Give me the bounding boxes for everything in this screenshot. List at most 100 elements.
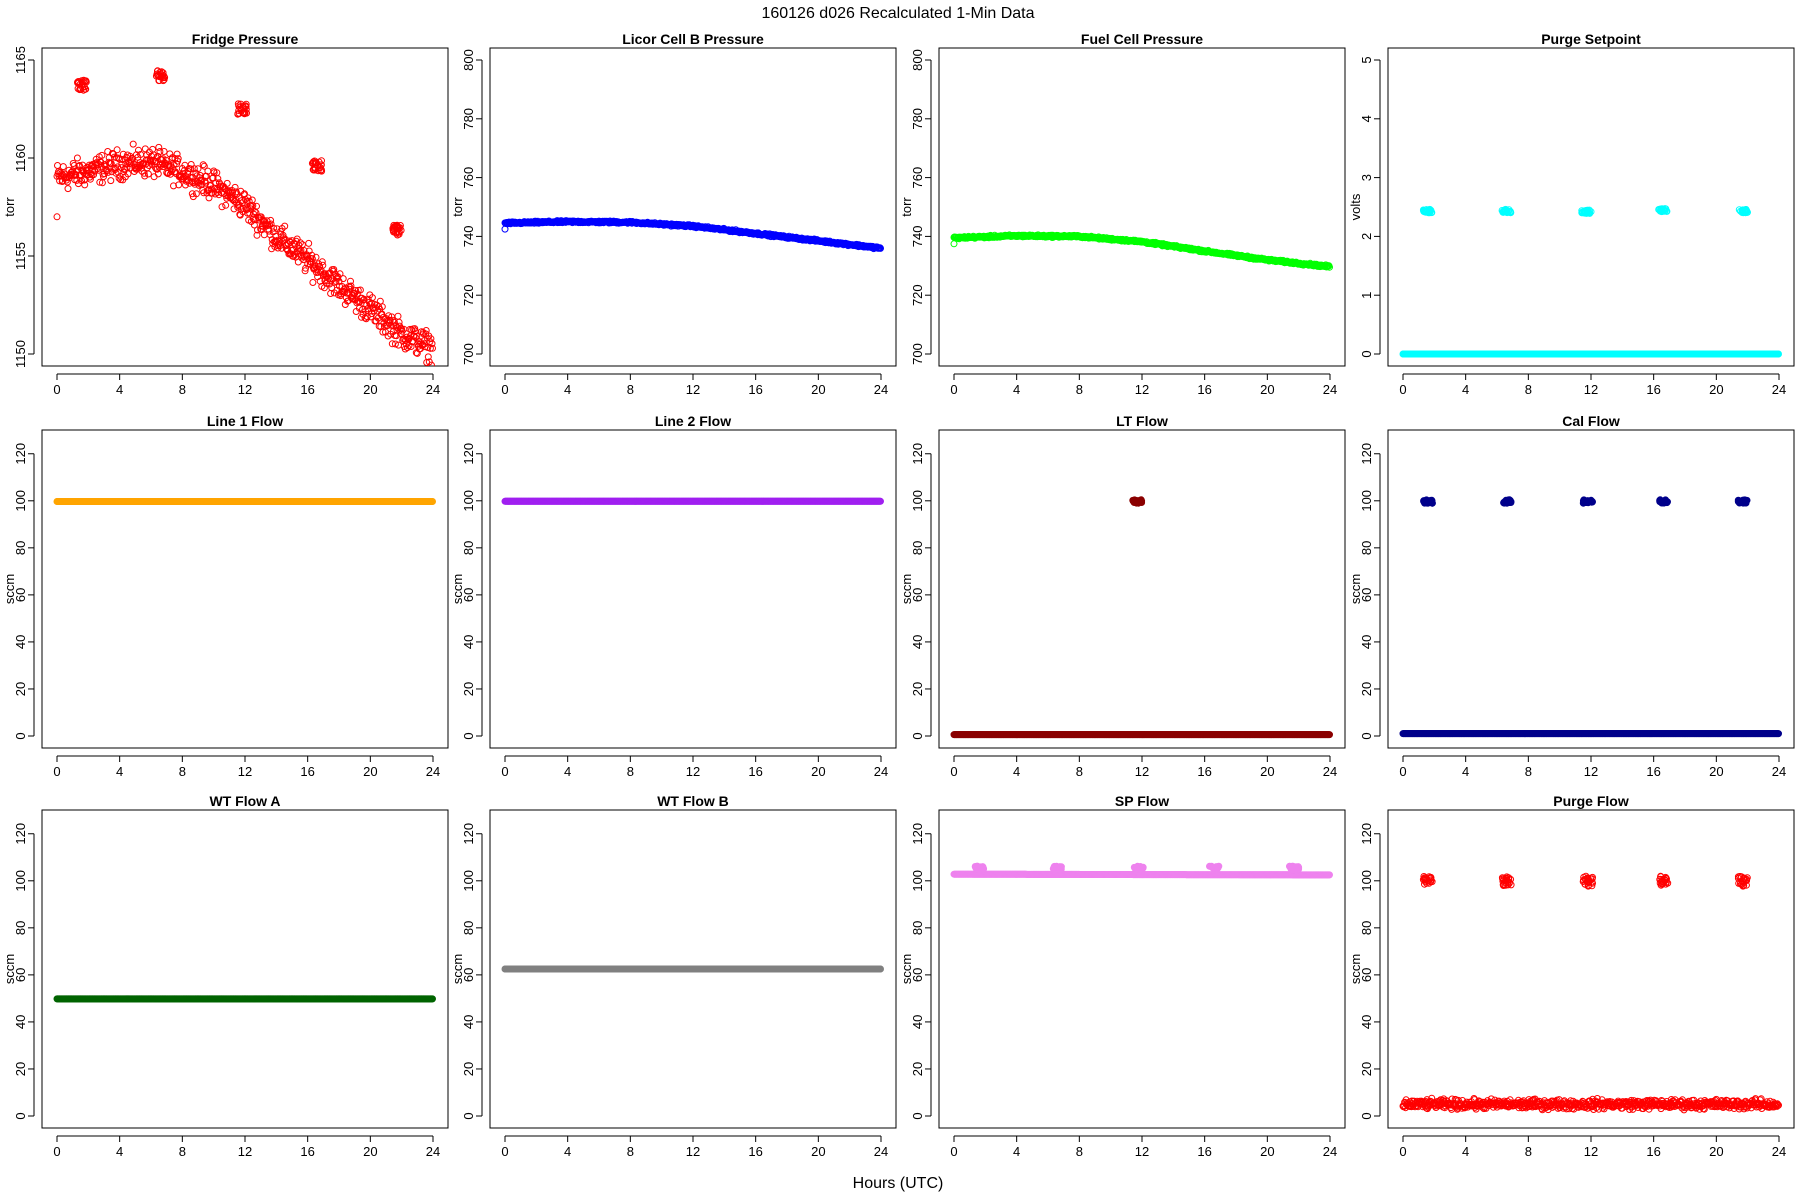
y-tick-label: 60 xyxy=(461,588,476,602)
panel-frame xyxy=(489,47,897,367)
data-point xyxy=(339,275,347,283)
data-point xyxy=(231,183,239,191)
data-point xyxy=(424,353,432,361)
data-point xyxy=(1583,209,1590,217)
data-point xyxy=(1578,208,1586,216)
y-tick-label: 60 xyxy=(910,588,925,602)
panel-title: Fuel Cell Pressure xyxy=(1081,31,1203,47)
data-point xyxy=(192,190,200,198)
x-axis: 0 4 8 12 16 20 24 xyxy=(950,755,1337,779)
data-point xyxy=(308,255,316,263)
data-point xyxy=(422,327,430,334)
figure-xlabel: Hours (UTC) xyxy=(853,1175,944,1192)
y-axis-label: torr xyxy=(899,197,914,217)
data-point xyxy=(276,238,283,245)
y-axis-label: torr xyxy=(450,197,465,217)
x-tick-label: 4 xyxy=(564,764,571,779)
data-point xyxy=(223,179,231,187)
data-point xyxy=(107,177,115,185)
data-point xyxy=(70,162,78,169)
y-tick-label: 1155 xyxy=(13,242,28,270)
data-point xyxy=(368,294,376,302)
data-point xyxy=(378,310,386,318)
data-point xyxy=(336,270,344,278)
x-tick-label: 0 xyxy=(950,382,957,397)
y-tick-label: 0 xyxy=(461,732,476,739)
data-point xyxy=(156,148,164,155)
panel-title: Line 2 Flow xyxy=(655,413,731,429)
y-tick-label: 20 xyxy=(13,682,28,696)
data-point xyxy=(145,162,153,169)
x-tick-label: 4 xyxy=(116,764,123,779)
x-tick-label: 24 xyxy=(1323,764,1337,779)
x-tick-label: 20 xyxy=(1709,382,1723,397)
x-tick-label: 12 xyxy=(238,764,252,779)
data-point xyxy=(1501,206,1508,214)
data-point xyxy=(320,284,328,292)
data-point xyxy=(159,69,167,77)
data-point xyxy=(877,244,884,252)
data-points xyxy=(950,496,1333,739)
data-point xyxy=(190,165,198,173)
y-tick-label: 800 xyxy=(910,49,925,71)
panel-frame xyxy=(489,429,897,749)
y-tick-label: 740 xyxy=(461,226,476,248)
x-tick-label: 16 xyxy=(1646,382,1660,397)
x-axis: 0 4 8 12 16 20 24 xyxy=(53,755,440,779)
x-tick-label: 16 xyxy=(1197,382,1211,397)
data-point xyxy=(225,187,233,195)
y-tick-label: 0 xyxy=(910,732,925,739)
x-tick-label: 16 xyxy=(300,764,314,779)
y-tick-label: 80 xyxy=(910,541,925,555)
x-tick-label: 4 xyxy=(1462,382,1469,397)
y-axis-label: torr xyxy=(2,197,17,217)
data-point xyxy=(305,239,313,247)
data-point xyxy=(310,166,318,174)
data-point xyxy=(407,343,415,350)
data-point xyxy=(155,143,163,151)
data-point xyxy=(427,361,435,366)
data-point xyxy=(347,282,355,290)
data-point xyxy=(248,203,256,211)
x-tick-label: 0 xyxy=(53,382,60,397)
data-point xyxy=(115,174,123,182)
data-point xyxy=(210,169,218,177)
data-point xyxy=(190,179,198,187)
x-tick-label: 20 xyxy=(1260,764,1274,779)
x-tick-label: 8 xyxy=(179,764,186,779)
data-point xyxy=(253,231,261,239)
data-point xyxy=(386,317,394,324)
y-tick-label: 1 xyxy=(1359,292,1374,299)
x-tick-label: 12 xyxy=(238,382,252,397)
panel-frame xyxy=(1387,47,1795,367)
data-point xyxy=(1326,263,1333,271)
data-point xyxy=(124,170,132,178)
data-point xyxy=(332,277,340,285)
x-tick-label: 12 xyxy=(686,764,700,779)
data-point xyxy=(1657,207,1665,215)
x-tick-label: 4 xyxy=(116,382,123,397)
x-tick-label: 12 xyxy=(686,382,700,397)
data-point xyxy=(129,155,137,163)
x-tick-label: 24 xyxy=(1323,382,1337,397)
data-point xyxy=(144,170,152,178)
y-tick-label: 80 xyxy=(461,541,476,555)
figure-title: 160126 d026 Recalculated 1-Min Data xyxy=(761,5,1034,22)
data-point xyxy=(214,175,222,183)
data-point xyxy=(64,185,72,193)
data-point xyxy=(218,203,226,211)
x-tick-label: 8 xyxy=(1076,764,1083,779)
data-point xyxy=(182,181,189,189)
data-point xyxy=(267,216,275,224)
data-point xyxy=(200,162,208,170)
y-tick-label: 120 xyxy=(461,443,476,465)
panel-frame xyxy=(938,47,1346,367)
y-tick-label: 60 xyxy=(13,588,28,602)
data-point xyxy=(237,100,245,108)
data-point xyxy=(98,151,106,159)
x-tick-label: 0 xyxy=(950,764,957,779)
